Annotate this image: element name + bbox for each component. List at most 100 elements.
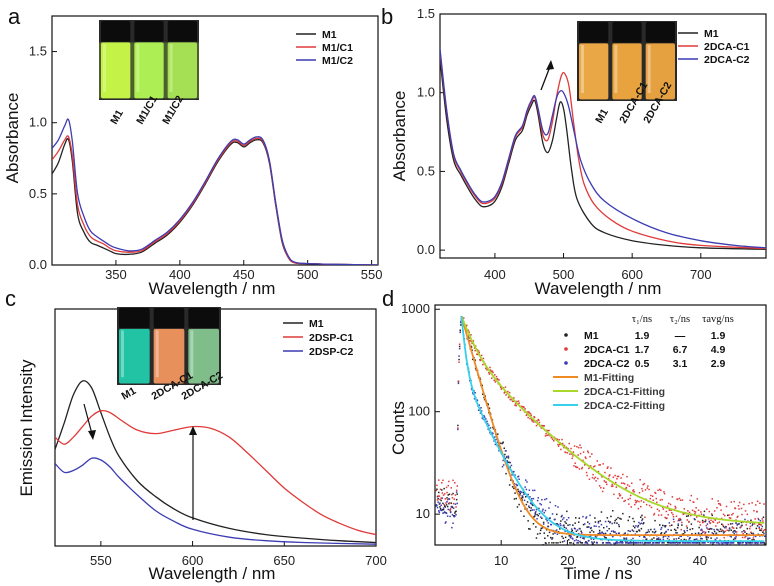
data-point [598, 529, 601, 532]
data-point [656, 501, 658, 504]
data-point [633, 491, 635, 493]
data-point [523, 406, 525, 409]
y-axis-label: Absorbance [3, 93, 22, 184]
data-point [539, 516, 542, 518]
data-point [750, 519, 752, 521]
data-point [457, 428, 459, 431]
data-point [591, 453, 593, 455]
data-point [729, 517, 732, 519]
legend-entry: M1 [584, 330, 599, 342]
data-point [608, 528, 610, 530]
data-point [662, 536, 665, 538]
data-point [676, 542, 679, 544]
data-point [526, 411, 529, 413]
data-point [643, 536, 645, 538]
data-point [693, 518, 696, 520]
table-cell: 0.5 [635, 358, 650, 370]
vial-highlight [136, 44, 140, 92]
data-point [471, 342, 473, 345]
data-point [646, 542, 648, 544]
data-point [449, 511, 452, 514]
data-point [695, 542, 697, 544]
data-point [587, 540, 590, 542]
data-point [518, 503, 520, 506]
data-point [541, 499, 543, 501]
data-point [746, 527, 749, 530]
data-point [668, 509, 671, 511]
data-point [637, 526, 639, 528]
data-point [491, 377, 493, 379]
data-point [517, 490, 520, 493]
data-point [586, 526, 588, 528]
data-point [599, 520, 601, 522]
data-point [709, 527, 712, 530]
data-point [531, 509, 533, 511]
data-point [550, 536, 552, 539]
data-point [513, 397, 515, 399]
data-point [688, 511, 691, 514]
x-tick-label: 450 [233, 267, 255, 282]
data-point [522, 495, 524, 498]
data-point [449, 515, 451, 518]
data-point [707, 541, 709, 543]
data-point [483, 416, 486, 418]
data-point [552, 533, 554, 535]
data-point [582, 451, 585, 453]
data-point [753, 538, 755, 541]
data-point [609, 474, 611, 476]
data-point [528, 412, 531, 414]
data-point [694, 542, 696, 544]
data-point [521, 406, 523, 408]
vial-highlight [103, 44, 106, 92]
data-point [680, 539, 682, 541]
data-point [654, 531, 656, 534]
data-point [451, 526, 453, 529]
inset-label: M1 [593, 107, 611, 126]
data-point [540, 427, 542, 429]
data-point [685, 542, 687, 544]
data-point [614, 519, 616, 522]
data-point [733, 532, 735, 535]
data-point [604, 536, 606, 539]
data-point [571, 457, 573, 460]
data-point [627, 530, 629, 532]
data-point [444, 498, 447, 500]
data-point [531, 498, 533, 500]
data-point [437, 495, 439, 497]
y-tick-label: 1.0 [29, 115, 47, 130]
data-point [596, 542, 598, 544]
data-point [704, 520, 706, 523]
data-point [707, 531, 710, 533]
data-point [585, 471, 588, 474]
data-point [614, 474, 616, 477]
x-tick-label: 600 [182, 553, 204, 568]
data-point [746, 542, 749, 544]
data-point [547, 429, 549, 432]
data-point [570, 535, 572, 538]
data-point [654, 530, 657, 533]
data-point [457, 382, 460, 385]
data-point [579, 444, 581, 446]
data-point [615, 486, 618, 488]
data-point [601, 532, 604, 534]
data-point [728, 542, 730, 544]
data-point [721, 523, 723, 525]
data-point [528, 506, 531, 509]
data-point [524, 486, 526, 488]
table-header: τ₁/ns [632, 314, 652, 325]
data-point [504, 457, 507, 460]
data-point [533, 416, 536, 419]
data-point [720, 509, 722, 511]
data-point [722, 524, 724, 526]
data-point [452, 507, 455, 509]
legend-entry: M1-Fitting [584, 372, 634, 384]
data-point [738, 501, 741, 504]
data-point [706, 508, 708, 510]
data-point [501, 465, 504, 468]
data-point [540, 527, 542, 530]
trend-arrow-up-head [189, 426, 197, 435]
y-tick-label: 1.5 [417, 6, 435, 21]
data-point [530, 507, 532, 509]
data-point [670, 509, 672, 512]
data-point [638, 492, 641, 494]
